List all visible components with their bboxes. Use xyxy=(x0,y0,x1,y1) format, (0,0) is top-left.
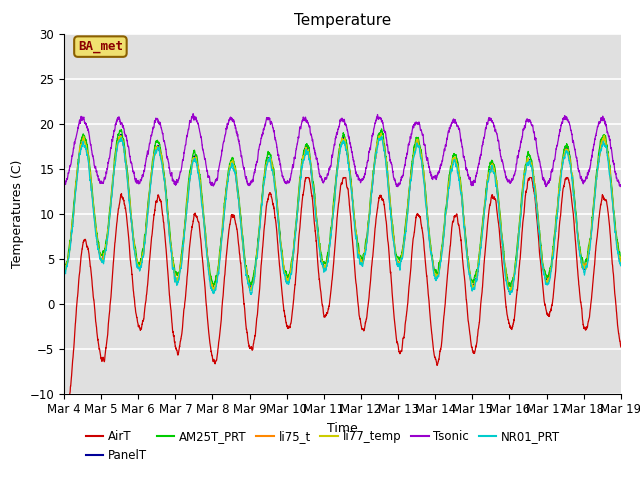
PanelT xyxy=(376,132,384,137)
PanelT xyxy=(60,264,68,269)
AirT xyxy=(60,395,68,401)
AM25T_PRT xyxy=(160,170,168,176)
AirT xyxy=(302,175,310,180)
li75_t xyxy=(499,244,507,250)
Tsonic xyxy=(60,180,68,186)
PanelT xyxy=(506,288,514,294)
NR01_PRT xyxy=(248,291,255,297)
Tsonic xyxy=(322,176,330,182)
Tsonic xyxy=(160,138,168,144)
li77_temp xyxy=(436,258,444,264)
li75_t xyxy=(436,259,444,264)
li77_temp xyxy=(616,258,624,264)
PanelT xyxy=(499,245,507,251)
NR01_PRT xyxy=(616,262,624,267)
li75_t xyxy=(467,281,475,287)
li77_temp xyxy=(499,247,507,252)
li75_t xyxy=(322,264,330,270)
AM25T_PRT xyxy=(60,264,68,269)
AirT xyxy=(617,344,625,350)
AirT xyxy=(160,225,168,230)
PanelT xyxy=(436,259,444,265)
li77_temp xyxy=(378,131,385,136)
NR01_PRT xyxy=(499,250,507,255)
li77_temp xyxy=(617,259,625,265)
X-axis label: Time: Time xyxy=(327,422,358,435)
PanelT xyxy=(467,281,475,287)
AM25T_PRT xyxy=(467,277,475,283)
Line: Tsonic: Tsonic xyxy=(64,114,621,187)
AirT xyxy=(467,342,475,348)
NR01_PRT xyxy=(378,133,385,139)
Line: li77_temp: li77_temp xyxy=(64,133,621,290)
li75_t xyxy=(616,258,624,264)
NR01_PRT xyxy=(436,260,444,265)
AM25T_PRT xyxy=(616,253,624,259)
NR01_PRT xyxy=(468,283,476,289)
Tsonic xyxy=(394,184,402,190)
AM25T_PRT xyxy=(499,241,507,247)
AirT xyxy=(322,312,330,318)
PanelT xyxy=(617,261,625,267)
Line: li75_t: li75_t xyxy=(64,134,621,291)
NR01_PRT xyxy=(60,268,68,274)
AM25T_PRT xyxy=(617,257,625,263)
Tsonic xyxy=(189,111,197,117)
Line: AM25T_PRT: AM25T_PRT xyxy=(64,129,621,287)
AM25T_PRT xyxy=(507,284,515,290)
NR01_PRT xyxy=(322,267,330,273)
Line: PanelT: PanelT xyxy=(64,134,621,291)
AirT xyxy=(499,268,507,274)
AirT xyxy=(436,347,444,353)
AM25T_PRT xyxy=(436,255,444,261)
li75_t xyxy=(617,260,625,265)
li75_t xyxy=(60,266,68,272)
Tsonic xyxy=(468,181,476,187)
AM25T_PRT xyxy=(322,261,330,266)
NR01_PRT xyxy=(617,263,625,268)
li77_temp xyxy=(247,288,255,293)
li75_t xyxy=(377,132,385,137)
Legend: AirT, PanelT, AM25T_PRT, li75_t, li77_temp, Tsonic, NR01_PRT: AirT, PanelT, AM25T_PRT, li75_t, li77_te… xyxy=(81,426,564,467)
Line: NR01_PRT: NR01_PRT xyxy=(64,136,621,294)
li75_t xyxy=(506,288,514,294)
li75_t xyxy=(160,174,168,180)
Line: AirT: AirT xyxy=(64,178,621,398)
AirT xyxy=(616,339,624,345)
AM25T_PRT xyxy=(378,126,385,132)
li77_temp xyxy=(160,174,168,180)
Tsonic xyxy=(616,184,624,190)
Tsonic xyxy=(436,163,444,169)
Y-axis label: Temperatures (C): Temperatures (C) xyxy=(11,159,24,268)
Tsonic xyxy=(617,182,625,188)
PanelT xyxy=(160,174,168,180)
li77_temp xyxy=(322,262,330,267)
Text: BA_met: BA_met xyxy=(78,40,123,53)
li77_temp xyxy=(60,266,68,272)
Tsonic xyxy=(499,161,507,167)
li77_temp xyxy=(468,280,476,286)
Title: Temperature: Temperature xyxy=(294,13,391,28)
PanelT xyxy=(616,258,624,264)
PanelT xyxy=(322,265,330,271)
NR01_PRT xyxy=(160,176,168,182)
